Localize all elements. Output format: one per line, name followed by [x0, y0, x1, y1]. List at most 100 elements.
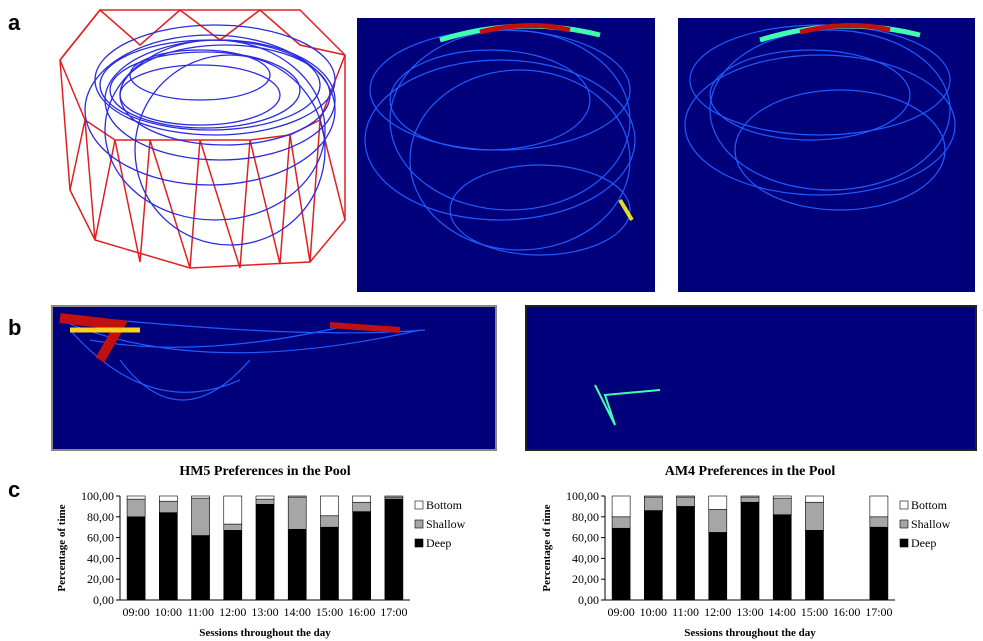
- bar-segment: [191, 495, 210, 499]
- bar-segment: [611, 516, 631, 529]
- bar-segment: [805, 495, 824, 503]
- y-tick-label: 80,00: [572, 510, 599, 524]
- legend-label: Deep: [911, 536, 936, 550]
- x-tick-label: 12:00: [704, 605, 731, 619]
- legend-label: Shallow: [426, 517, 466, 531]
- y-tick-label: 100,00: [81, 489, 114, 503]
- bar-segment: [644, 496, 663, 511]
- x-tick-label: 15:00: [316, 605, 343, 619]
- bar-segment: [708, 532, 728, 601]
- bar-segment: [384, 498, 404, 601]
- y-tick-label: 0,00: [578, 593, 599, 607]
- x-tick-label: 15:00: [801, 605, 828, 619]
- bar-segment: [772, 514, 792, 601]
- x-tick-label: 17:00: [865, 605, 892, 619]
- bar-segment: [159, 512, 178, 601]
- bar-segment: [287, 496, 307, 530]
- y-tick-label: 40,00: [572, 551, 599, 565]
- bar-segment: [384, 495, 404, 498]
- y-tick-label: 100,00: [566, 489, 599, 503]
- y-tick-label: 60,00: [572, 531, 599, 545]
- bar-segment: [805, 530, 824, 601]
- legend-swatch: [899, 500, 909, 510]
- bar-segment: [772, 495, 792, 499]
- legend-label: Bottom: [911, 498, 948, 512]
- bar-segment: [676, 506, 695, 601]
- bar-segment: [611, 495, 631, 518]
- y-tick-label: 20,00: [572, 572, 599, 586]
- legend-swatch: [899, 519, 909, 529]
- y-axis-title: Percentage of time: [56, 504, 68, 591]
- legend-swatch: [899, 538, 909, 548]
- bar-segment: [255, 504, 275, 601]
- bar-segment: [740, 496, 760, 503]
- legend-label: Deep: [426, 536, 451, 550]
- x-tick-label: 10:00: [640, 605, 667, 619]
- x-tick-label: 13:00: [736, 605, 763, 619]
- bar-segment: [352, 511, 371, 601]
- bar-segment: [869, 526, 889, 601]
- bar-segment: [320, 495, 339, 517]
- y-tick-label: 0,00: [93, 593, 114, 607]
- panel-label: a: [8, 10, 21, 35]
- x-tick-label: 14:00: [284, 605, 311, 619]
- bar-segment: [805, 501, 824, 531]
- chart-title: HM5 Preferences in the Pool: [179, 464, 350, 479]
- x-tick-label: 12:00: [219, 605, 246, 619]
- x-tick-label: 16:00: [348, 605, 375, 619]
- panel-label: b: [8, 315, 21, 340]
- bar-segment: [352, 501, 371, 512]
- chart-title: AM4 Preferences in the Pool: [665, 464, 836, 479]
- bar-segment: [191, 535, 210, 601]
- x-axis-title: Sessions throughout the day: [199, 627, 331, 639]
- bar-segment: [611, 527, 631, 601]
- bar-segment: [223, 530, 243, 601]
- legend-swatch: [414, 538, 424, 548]
- bar-segment: [191, 497, 210, 536]
- bar-segment: [676, 496, 695, 507]
- x-tick-label: 10:00: [155, 605, 182, 619]
- heatmap-top-view: [357, 18, 655, 292]
- bar-segment: [352, 495, 371, 503]
- bar-segment: [159, 495, 178, 502]
- bar-segment: [159, 500, 178, 513]
- bar-segment: [869, 495, 889, 518]
- y-axis-title: Percentage of time: [541, 504, 553, 591]
- bar-segment: [384, 496, 404, 500]
- bar-segment: [740, 495, 760, 498]
- bar-segment: [676, 495, 695, 498]
- x-tick-label: 17:00: [380, 605, 407, 619]
- y-tick-label: 60,00: [87, 531, 114, 545]
- bar-segment: [126, 516, 146, 601]
- wireframe-trajectory: [59, 8, 346, 269]
- bar-segment: [223, 523, 243, 531]
- bar-segment: [644, 510, 663, 601]
- bar-segment: [287, 495, 307, 498]
- bar-segment: [126, 498, 146, 518]
- x-axis-title: Sessions throughout the day: [684, 627, 816, 639]
- y-tick-label: 40,00: [87, 551, 114, 565]
- bar-segment: [320, 526, 339, 601]
- bar-segment: [708, 495, 728, 510]
- x-tick-label: 14:00: [769, 605, 796, 619]
- bar-segment: [255, 495, 275, 500]
- x-tick-label: 16:00: [833, 605, 860, 619]
- bar-segment: [223, 495, 243, 525]
- x-tick-label: 11:00: [187, 605, 214, 619]
- heatmap-side-view: [525, 305, 977, 451]
- bar-segment: [740, 501, 760, 601]
- bar-segment: [644, 495, 663, 498]
- bar-segment: [772, 497, 792, 516]
- bar-segment: [126, 495, 146, 500]
- panel-label: c: [8, 477, 20, 502]
- legend-swatch: [414, 500, 424, 510]
- x-tick-label: 11:00: [672, 605, 699, 619]
- heatmap-side-view: [51, 305, 497, 451]
- x-tick-label: 09:00: [122, 605, 149, 619]
- x-tick-label: 09:00: [607, 605, 634, 619]
- legend-label: Shallow: [911, 517, 951, 531]
- bar-segment: [287, 528, 307, 601]
- legend-swatch: [414, 519, 424, 529]
- legend-label: Bottom: [426, 498, 463, 512]
